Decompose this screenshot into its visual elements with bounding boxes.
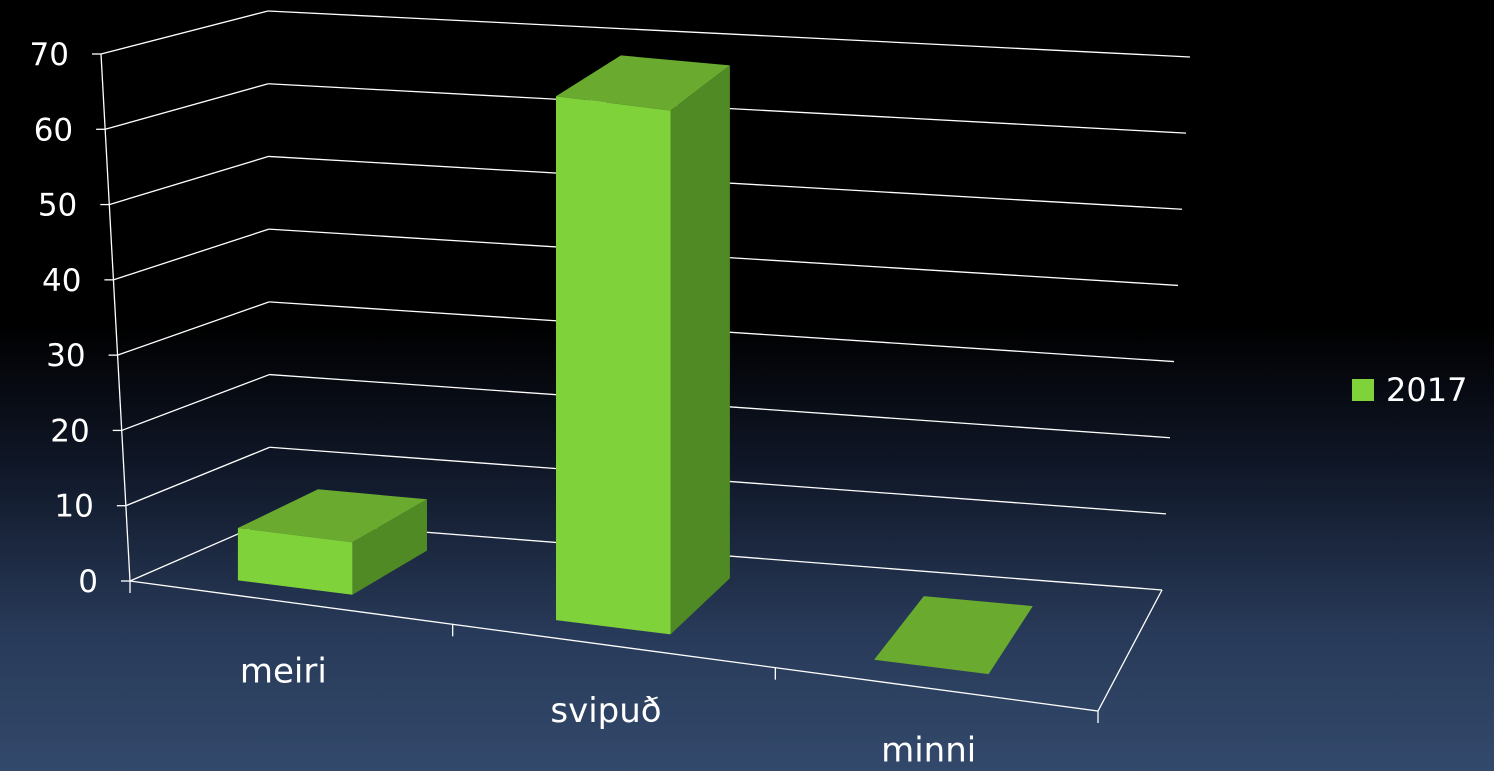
y-tick-label: 20 bbox=[50, 413, 89, 449]
y-tick-label: 40 bbox=[42, 263, 81, 299]
bar-svipuð bbox=[556, 55, 730, 634]
gridline-side bbox=[118, 302, 270, 355]
legend: 2017 bbox=[1352, 371, 1467, 409]
y-axis-line bbox=[101, 54, 130, 581]
bar-minni bbox=[874, 596, 1033, 674]
bar-top bbox=[874, 596, 1033, 674]
y-tick-label: 70 bbox=[30, 37, 69, 73]
x-tick-label: svipuð bbox=[550, 691, 661, 731]
y-tick-label: 0 bbox=[78, 564, 98, 600]
bars bbox=[238, 55, 1033, 674]
y-tick-label: 60 bbox=[34, 112, 73, 148]
gridline-side bbox=[109, 156, 268, 204]
bar-side bbox=[671, 65, 730, 634]
gridline-side bbox=[101, 11, 268, 54]
legend-swatch bbox=[1352, 379, 1374, 401]
back-wall-edge bbox=[268, 11, 270, 520]
gridline-side bbox=[126, 447, 270, 505]
y-tick-label: 50 bbox=[38, 188, 77, 224]
legend-label: 2017 bbox=[1386, 371, 1467, 409]
y-tick-label: 10 bbox=[54, 489, 93, 525]
x-tick-label: meiri bbox=[240, 652, 327, 692]
bar-front bbox=[556, 96, 671, 634]
y-tick-label: 30 bbox=[46, 338, 85, 374]
x-tick-label: minni bbox=[881, 730, 976, 770]
gridline-back bbox=[268, 11, 1190, 57]
bar-meiri bbox=[238, 489, 427, 594]
gridline-side bbox=[122, 375, 270, 431]
gridline-side bbox=[113, 229, 268, 280]
gridline-side bbox=[105, 84, 268, 130]
